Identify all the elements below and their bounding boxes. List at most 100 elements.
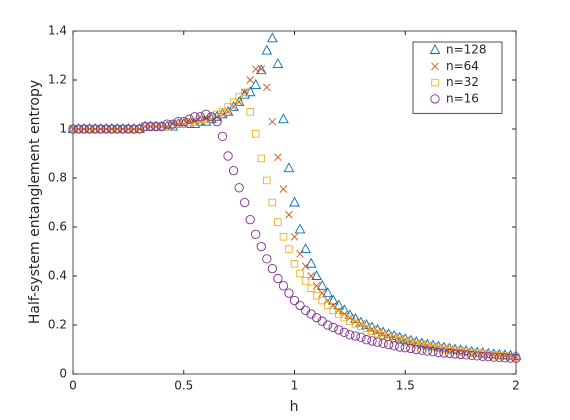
circle-marker <box>467 350 477 361</box>
circle-marker <box>383 339 394 350</box>
triangle-marker <box>272 58 284 69</box>
circle-marker <box>101 124 111 134</box>
square-marker <box>285 245 293 253</box>
y-tick-label: 0.4 <box>48 269 67 283</box>
triangle-marker <box>333 299 345 310</box>
square-marker <box>102 125 110 133</box>
y-tick-label: 0.2 <box>48 318 67 332</box>
circle-marker <box>145 121 156 132</box>
circle-marker <box>173 117 183 127</box>
cross-marker <box>274 153 282 161</box>
square-marker <box>257 154 266 163</box>
series <box>68 109 521 363</box>
square-marker <box>274 218 282 226</box>
circle-marker <box>73 124 84 134</box>
square-marker <box>401 337 410 346</box>
circle-marker <box>478 351 488 362</box>
square-marker <box>357 322 365 330</box>
circle-marker <box>140 121 150 132</box>
circle-marker <box>289 295 300 306</box>
triangle-marker <box>250 78 262 89</box>
x-tick-label: 0 <box>69 379 77 393</box>
triangle-marker <box>261 44 273 55</box>
square-marker <box>246 108 254 116</box>
square-marker <box>484 350 493 359</box>
x-tick-label: 1 <box>291 379 299 393</box>
x-tick-label: 2 <box>512 379 520 393</box>
circle-marker <box>455 349 466 360</box>
square-marker <box>279 233 288 241</box>
square-marker <box>407 339 415 347</box>
y-tick-label: 1 <box>59 122 67 136</box>
cross-marker <box>246 76 255 84</box>
circle-marker <box>267 263 277 274</box>
square-marker <box>379 331 387 340</box>
square-marker <box>263 176 271 185</box>
triangle-marker <box>316 279 328 290</box>
square-marker <box>130 125 138 133</box>
circle-marker <box>411 344 421 355</box>
square-marker <box>431 78 439 87</box>
y-axis-label: Half-system entanglement entropy <box>27 80 43 324</box>
x-tick-label: 0.5 <box>174 379 193 393</box>
triangle-marker <box>311 270 323 280</box>
circle-marker <box>273 273 283 284</box>
circle-marker <box>428 347 438 357</box>
triangle-marker <box>278 113 289 124</box>
circle-marker <box>378 338 388 349</box>
triangle-marker <box>255 64 267 75</box>
square-marker <box>240 88 249 96</box>
circle-marker <box>439 348 449 358</box>
cross-marker <box>251 65 260 73</box>
circle-marker <box>345 330 355 340</box>
square-marker <box>218 108 227 116</box>
circle-marker <box>84 124 95 134</box>
square-marker <box>124 125 133 133</box>
square-marker <box>207 112 216 121</box>
circle-marker <box>112 124 122 134</box>
square-marker <box>135 125 144 133</box>
circle-marker <box>389 341 399 351</box>
circle-marker <box>228 165 239 176</box>
circle-marker <box>68 124 78 134</box>
triangle-marker <box>294 223 306 234</box>
square-marker <box>191 117 199 126</box>
legend: n=128 n=64 n=32 n=16 <box>412 41 503 114</box>
circle-marker <box>489 352 499 362</box>
square-marker <box>290 260 299 268</box>
circle-marker <box>190 112 200 122</box>
square-marker <box>490 351 498 359</box>
square-marker <box>119 125 127 133</box>
circle-marker <box>262 254 272 264</box>
triangle-marker <box>322 287 334 298</box>
circle-marker <box>251 229 261 240</box>
square-marker <box>440 345 448 354</box>
y-tick-label: 0.8 <box>48 171 67 185</box>
square-marker <box>312 291 321 300</box>
square-marker <box>202 115 210 123</box>
cross-marker <box>301 262 310 271</box>
x-axis-label: h <box>290 399 299 415</box>
cross-marker <box>268 117 277 126</box>
cross-marker <box>290 232 299 241</box>
circle-marker <box>195 112 206 122</box>
circle-marker <box>278 281 289 291</box>
triangle-marker <box>283 162 295 173</box>
square-marker <box>395 336 404 344</box>
square-marker <box>268 198 277 207</box>
circle-marker <box>217 131 228 142</box>
legend-label: n=32 <box>446 75 479 89</box>
circle-marker <box>223 151 233 161</box>
circle-marker <box>444 348 455 359</box>
square-marker <box>418 341 426 350</box>
square-marker <box>301 277 310 285</box>
cross-marker <box>285 210 293 219</box>
legend-label: n=16 <box>446 91 479 105</box>
square-marker <box>506 352 515 361</box>
square-marker <box>346 317 354 326</box>
y-tick-label: 1.4 <box>48 24 67 38</box>
circle-marker <box>483 351 493 362</box>
cross-marker <box>431 62 439 71</box>
square-marker <box>108 125 116 133</box>
